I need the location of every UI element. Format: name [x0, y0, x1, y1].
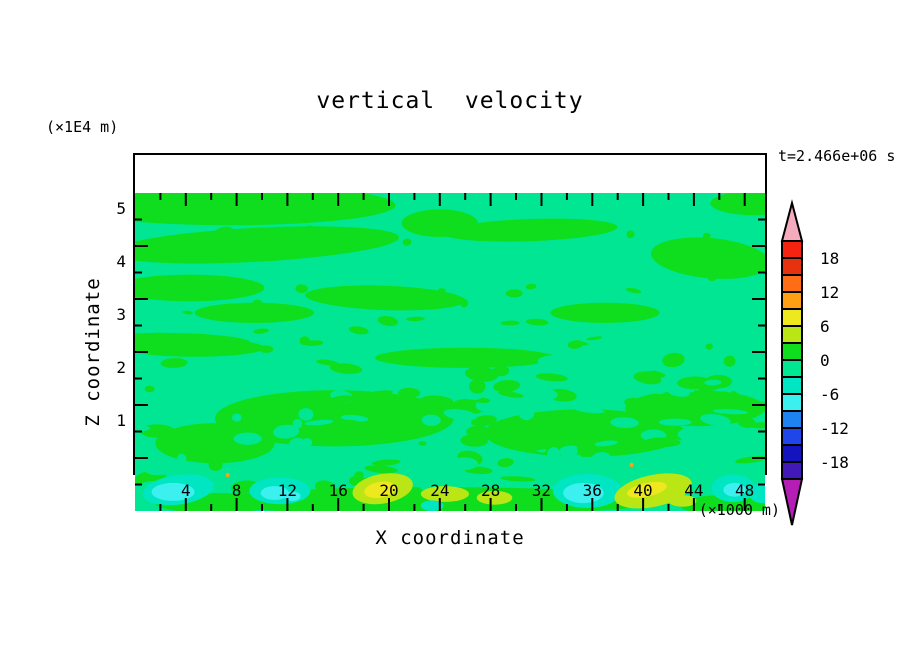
z-tick-label: 5: [116, 199, 126, 218]
colorbar: 18 12 6 0 -6 -12 -18: [780, 199, 849, 526]
colorbar-label: -18: [820, 453, 849, 472]
colorbar-box: [781, 376, 803, 395]
x-tick-label: 28: [481, 481, 501, 500]
x-tick-label: 48: [735, 481, 755, 500]
colorbar-label: 0: [820, 351, 830, 370]
colorbar-under-arrow: [780, 478, 804, 526]
x-tick-label: 32: [531, 481, 552, 500]
colorbar-box: [781, 342, 803, 361]
contour-field: [135, 193, 765, 511]
colorbar-over-arrow: [780, 199, 804, 242]
z-tick-label: 2: [116, 358, 126, 377]
colorbar-box: [781, 410, 803, 429]
colorbar-box: [781, 257, 803, 276]
colorbar-label: -6: [820, 385, 839, 404]
colorbar-label: -12: [820, 419, 849, 438]
colorbar-box: [781, 444, 803, 463]
x-axis-title: X coordinate: [375, 527, 525, 549]
colorbar-label: 6: [820, 317, 830, 336]
timestamp-label: t=2.466e+06 s: [778, 147, 896, 165]
z-axis-title: Z coordinate: [82, 277, 104, 427]
colorbar-box: [781, 325, 803, 344]
colorbar-box: [781, 393, 803, 412]
colorbar-box: [781, 291, 803, 310]
colorbar-box: [781, 240, 803, 259]
colorbar-label: 18: [820, 249, 839, 268]
plot-title: vertical velocity: [316, 88, 584, 114]
colorbar-box: [781, 359, 803, 378]
colorbar-box: [781, 427, 803, 446]
x-tick-label: 20: [379, 481, 399, 500]
colorbar-box: [781, 308, 803, 327]
x-tick-label: 8: [231, 481, 242, 500]
tick-marks: [135, 193, 765, 511]
z-axis-units-label: (×1E4 m): [46, 118, 119, 136]
x-tick-label: 16: [328, 481, 348, 500]
x-tick-label: 4: [180, 481, 191, 500]
plot-area: [133, 153, 767, 511]
z-tick-label: 1: [116, 411, 126, 430]
z-tick-label: 3: [116, 305, 126, 324]
x-tick-label: 36: [582, 481, 602, 500]
field-layer: [135, 193, 765, 511]
z-tick-label: 4: [116, 252, 126, 271]
colorbar-label: 12: [820, 283, 839, 302]
colorbar-box: [781, 461, 803, 480]
x-tick-label: 12: [277, 481, 298, 500]
x-tick-label: 40: [633, 481, 653, 500]
colorbar-box: [781, 274, 803, 293]
x-axis-units-label: (×1000 m): [698, 501, 780, 519]
x-tick-label: 44: [684, 481, 704, 500]
x-tick-label: 24: [430, 481, 450, 500]
